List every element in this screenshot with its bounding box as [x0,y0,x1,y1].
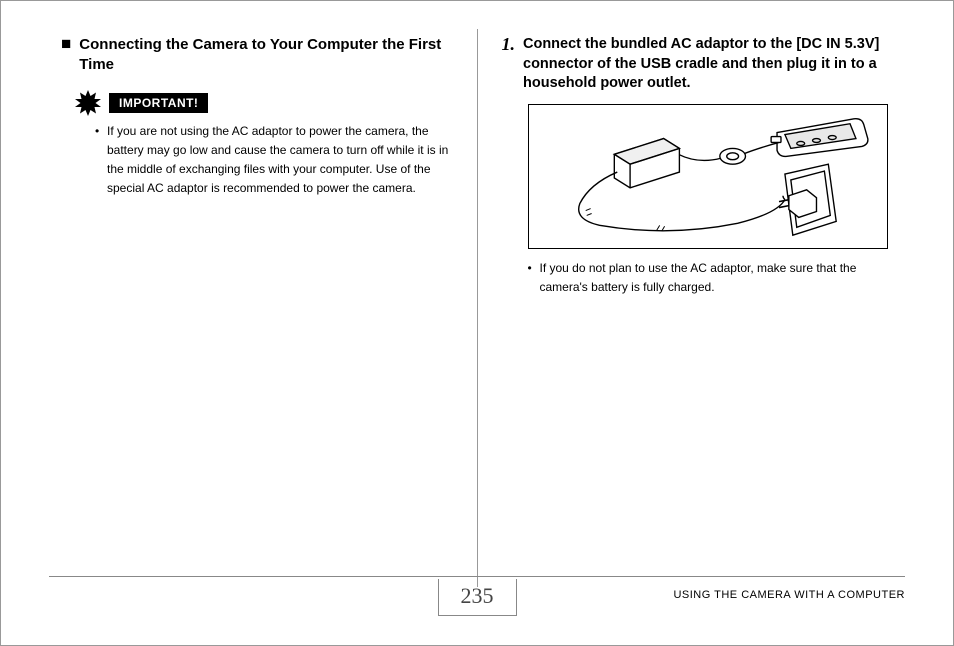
step-1: 1. Connect the bundled AC adaptor to the… [502,35,894,94]
connection-diagram [528,104,888,249]
page-container: ■ Connecting the Camera to Your Computer… [0,0,954,646]
right-column: 1. Connect the bundled AC adaptor to the… [478,35,906,551]
important-callout: IMPORTANT! [75,90,453,116]
page-footer: 235 USING THE CAMERA WITH A COMPUTER [49,576,905,619]
note-list: If you do not plan to use the AC adaptor… [528,259,894,297]
page-number: 235 [438,579,517,616]
footer-rule [49,576,905,577]
left-column: ■ Connecting the Camera to Your Computer… [49,35,477,551]
important-label: IMPORTANT! [109,93,208,113]
note-bullet-item: If you do not plan to use the AC adaptor… [528,259,894,297]
diagram-svg [529,105,887,248]
starburst-icon [75,90,101,116]
important-bullet-list: If you are not using the AC adaptor to p… [95,122,453,199]
heading-text: Connecting the Camera to Your Computer t… [79,35,452,76]
important-bullet-item: If you are not using the AC adaptor to p… [95,122,453,199]
content-columns: ■ Connecting the Camera to Your Computer… [1,1,953,551]
footer-row: 235 USING THE CAMERA WITH A COMPUTER [49,583,905,619]
footer-section-title: USING THE CAMERA WITH A COMPUTER [673,589,905,601]
step-number: 1. [502,35,516,55]
step-text: Connect the bundled AC adaptor to the [D… [523,35,893,94]
section-heading: ■ Connecting the Camera to Your Computer… [61,35,453,76]
square-bullet-icon: ■ [61,35,71,54]
